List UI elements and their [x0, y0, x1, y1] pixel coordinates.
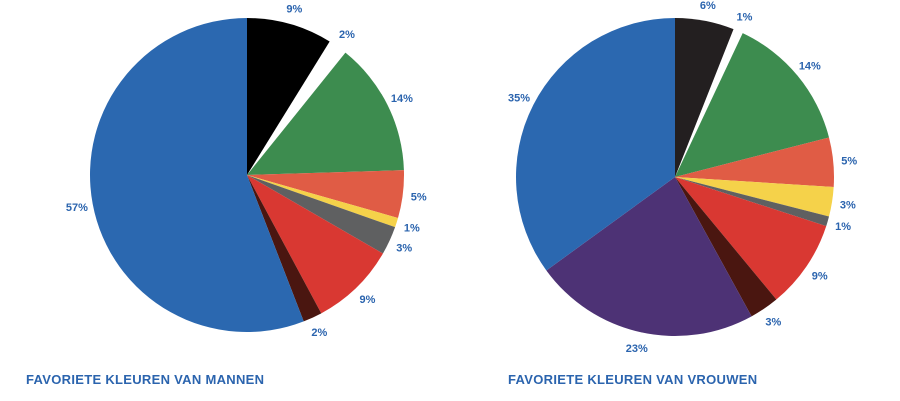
- pie-slice-men-8: [90, 18, 304, 332]
- pie-slice-men-6: [247, 175, 383, 314]
- pie-slice-men-1: [252, 33, 352, 167]
- chart-title-men: FAVORIETE KLEUREN VAN MANNEN: [26, 372, 265, 387]
- pie-label-women-0: 6%: [700, 0, 716, 12]
- pie-label-women-1: 1%: [737, 11, 753, 23]
- pie-slice-women-5: [675, 177, 830, 227]
- pie-chart-men: 9% 2% 14% 5% 1% 3% 9% 2% 57%: [66, 4, 427, 340]
- pie-slice-men-7: [247, 175, 322, 322]
- pie-chart-women: 6% 1% 14% 5% 3% 1% 9% 3% 23% 35%: [508, 0, 857, 355]
- pie-slice-women-1: [678, 19, 747, 168]
- pie-label-men-2: 14%: [391, 93, 413, 105]
- pie-slice-men-4: [247, 175, 399, 228]
- pie-label-men-1: 2%: [339, 29, 355, 41]
- pie-slice-women-2: [675, 33, 830, 177]
- pie-label-men-6: 9%: [359, 294, 375, 306]
- pie-slice-men-5: [247, 175, 396, 254]
- pie-label-women-8: 23%: [626, 343, 648, 355]
- pie-label-men-3: 5%: [411, 191, 427, 203]
- pie-label-women-5: 1%: [835, 221, 851, 233]
- pie-slice-women-6: [675, 177, 827, 300]
- pie-slice-men-3: [247, 170, 404, 218]
- pie-label-men-7: 2%: [311, 327, 327, 339]
- pie-slice-women-7: [675, 177, 777, 317]
- pie-label-women-2: 14%: [799, 60, 821, 72]
- pie-label-men-4: 1%: [404, 222, 420, 234]
- pie-slice-women-4: [675, 177, 834, 217]
- pie-label-men-5: 3%: [396, 242, 412, 254]
- pie-slice-women-0: [675, 18, 734, 177]
- pie-label-men-8: 57%: [66, 202, 88, 214]
- pie-label-men-0: 9%: [286, 4, 302, 16]
- chart-title-women: FAVORIETE KLEUREN VAN VROUWEN: [508, 372, 758, 387]
- pie-slice-men-2: [247, 52, 404, 175]
- pie-label-women-3: 5%: [841, 156, 857, 168]
- pie-slice-men-0: [247, 18, 330, 175]
- pie-slice-women-3: [675, 137, 835, 187]
- pie-label-women-6: 9%: [812, 270, 828, 282]
- pie-slice-women-9: [515, 18, 675, 271]
- pie-label-women-7: 3%: [765, 317, 781, 329]
- pie-slice-women-8: [546, 177, 752, 337]
- pie-label-women-4: 3%: [840, 199, 856, 211]
- pie-label-women-9: 35%: [508, 93, 530, 105]
